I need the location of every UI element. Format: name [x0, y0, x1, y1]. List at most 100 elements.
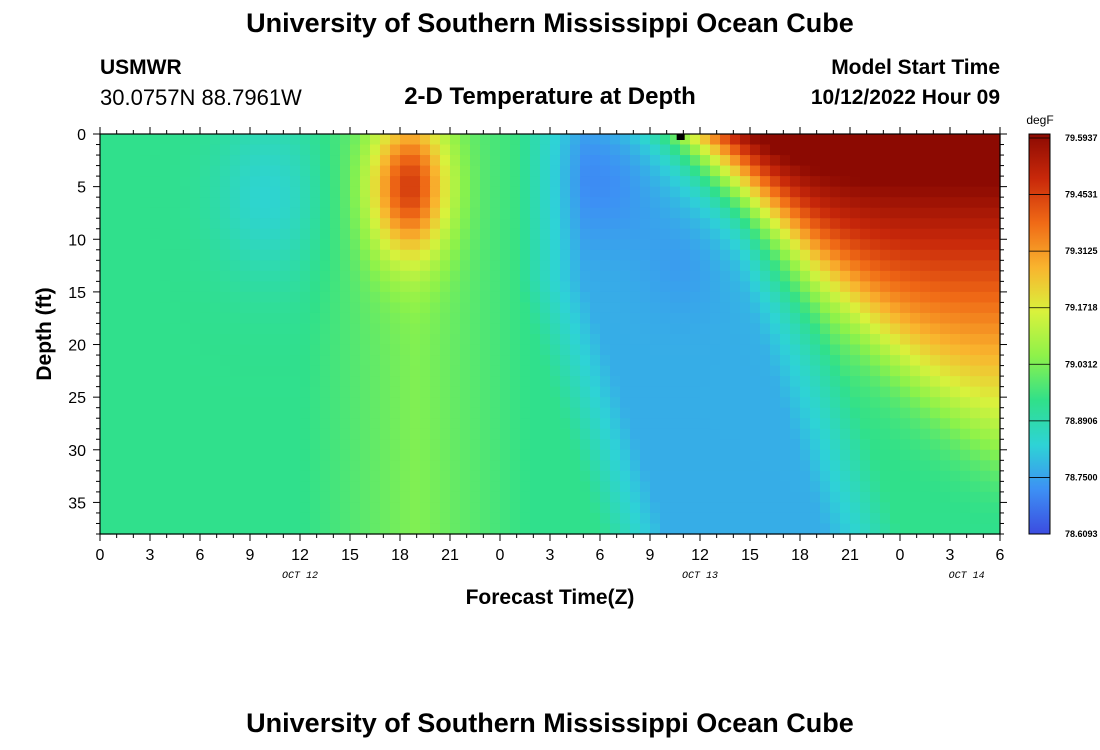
heatmap-cell: [550, 428, 561, 440]
heatmap-cell: [790, 302, 801, 314]
heatmap-cell: [130, 428, 141, 440]
heatmap-cell: [600, 249, 611, 261]
heatmap-cell: [220, 165, 231, 177]
heatmap-cell: [310, 512, 321, 525]
heatmap-cell: [540, 186, 551, 198]
heatmap-cell: [610, 334, 621, 346]
heatmap-cell: [160, 291, 171, 304]
heatmap-cell: [190, 323, 201, 335]
heatmap-cell: [700, 386, 711, 398]
heatmap-cell: [710, 323, 721, 335]
heatmap-cell: [750, 218, 761, 230]
heatmap-cell: [230, 449, 241, 461]
heatmap-cell: [280, 228, 291, 240]
heatmap-cell: [440, 334, 451, 346]
heatmap-cell: [500, 386, 511, 398]
heatmap-cell: [550, 418, 561, 430]
heatmap-cell: [490, 355, 501, 367]
heatmap-cell: [500, 460, 511, 472]
heatmap-cell: [720, 512, 731, 525]
heatmap-cell: [510, 470, 521, 482]
heatmap-cell: [590, 386, 601, 398]
heatmap-cell: [820, 523, 831, 535]
heatmap-cell: [460, 186, 471, 198]
heatmap-cell: [400, 449, 411, 461]
heatmap-cell: [220, 481, 231, 493]
heatmap-cell: [660, 470, 671, 482]
heatmap-cell: [400, 207, 411, 219]
heatmap-cell: [730, 449, 741, 461]
heatmap-cell: [480, 386, 491, 398]
heatmap-cell: [630, 365, 641, 377]
heatmap-cell: [320, 449, 331, 461]
heatmap-cell: [810, 218, 821, 230]
heatmap-cell: [700, 449, 711, 461]
heatmap-cell: [820, 460, 831, 472]
heatmap-cell: [250, 355, 261, 367]
heatmap-cell: [680, 239, 691, 251]
heatmap-cell: [280, 260, 291, 272]
heatmap-cell: [130, 176, 141, 188]
heatmap-cell: [330, 418, 341, 430]
heatmap-cell: [600, 439, 611, 451]
heatmap-cell: [630, 334, 641, 346]
heatmap-cell: [770, 502, 781, 514]
heatmap-cell: [480, 260, 491, 272]
heatmap-cell: [970, 134, 981, 146]
heatmap-cell: [260, 323, 271, 335]
heatmap-cell: [250, 470, 261, 482]
heatmap-cell: [190, 155, 201, 167]
heatmap-cell: [700, 176, 711, 188]
heatmap-cell: [630, 502, 641, 514]
heatmap-cell: [860, 439, 871, 451]
heatmap-cell: [950, 334, 961, 346]
heatmap-cell: [840, 470, 851, 482]
heatmap-cell: [780, 449, 791, 461]
heatmap-cell: [580, 155, 591, 167]
heatmap-cell: [580, 176, 591, 188]
heatmap-cell: [640, 144, 651, 156]
heatmap-cell: [260, 512, 271, 525]
heatmap-cell: [140, 197, 151, 209]
heatmap-cell: [280, 155, 291, 167]
heatmap-cell: [210, 197, 221, 209]
heatmap-cell: [560, 323, 571, 335]
heatmap-cell: [310, 397, 321, 409]
heatmap-cell: [400, 460, 411, 472]
heatmap-cell: [630, 439, 641, 451]
heatmap-cell: [650, 270, 661, 282]
heatmap-cell: [730, 186, 741, 198]
heatmap-cell: [810, 449, 821, 461]
heatmap-cell: [800, 302, 811, 314]
heatmap-cell: [480, 344, 491, 356]
heatmap-cell: [320, 428, 331, 440]
heatmap-cell: [290, 428, 301, 440]
heatmap-cell: [760, 491, 771, 504]
x-tick-label: 0: [96, 547, 105, 564]
heatmap-cell: [660, 386, 671, 398]
heatmap-cell: [890, 334, 901, 346]
heatmap-cell: [690, 365, 701, 377]
heatmap-cell: [820, 449, 831, 461]
heatmap-cell: [880, 186, 891, 198]
heatmap-cell: [280, 386, 291, 398]
heatmap-cell: [600, 218, 611, 230]
heatmap-cell: [370, 312, 381, 325]
heatmap-cell: [700, 144, 711, 156]
heatmap-cell: [240, 481, 251, 493]
chart-subtitle: 2-D Temperature at Depth: [404, 83, 696, 110]
heatmap-cell: [930, 249, 941, 261]
heatmap-cell: [640, 386, 651, 398]
heatmap-cell: [390, 270, 401, 282]
heatmap-cell: [880, 176, 891, 188]
heatmap-cell: [650, 386, 661, 398]
heatmap-cell: [120, 155, 131, 167]
heatmap-cell: [380, 491, 391, 504]
date-label: OCT 13: [682, 571, 718, 582]
heatmap-cell: [380, 260, 391, 272]
heatmap-cell: [100, 239, 111, 251]
heatmap-cell: [420, 376, 431, 388]
heatmap-cell: [720, 312, 731, 325]
heatmap-cell: [580, 407, 591, 419]
heatmap-cell: [140, 439, 151, 451]
